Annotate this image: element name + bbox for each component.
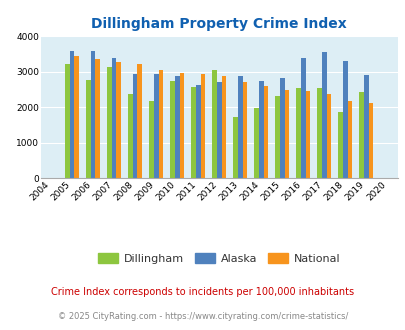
Bar <box>368 103 372 178</box>
Bar <box>191 87 196 178</box>
Bar <box>196 85 200 178</box>
Bar <box>179 73 184 178</box>
Text: Crime Index corresponds to incidents per 100,000 inhabitants: Crime Index corresponds to incidents per… <box>51 287 354 297</box>
Bar <box>233 117 237 178</box>
Title: Dillingham Property Crime Index: Dillingham Property Crime Index <box>91 17 346 31</box>
Bar <box>358 92 363 178</box>
Bar <box>74 56 79 178</box>
Bar <box>91 51 95 178</box>
Bar <box>305 91 309 178</box>
Bar <box>95 59 100 178</box>
Bar <box>137 64 142 178</box>
Bar <box>111 58 116 178</box>
Bar <box>326 94 330 178</box>
Bar <box>263 86 268 178</box>
Bar <box>170 81 175 178</box>
Bar <box>242 82 247 178</box>
Bar <box>254 108 258 178</box>
Bar <box>258 82 263 178</box>
Bar <box>216 82 221 178</box>
Bar <box>317 88 321 178</box>
Bar <box>221 76 226 178</box>
Bar <box>300 58 305 178</box>
Text: © 2025 CityRating.com - https://www.cityrating.com/crime-statistics/: © 2025 CityRating.com - https://www.city… <box>58 312 347 321</box>
Bar <box>116 62 121 178</box>
Bar <box>175 76 179 178</box>
Bar <box>279 78 284 178</box>
Bar <box>153 74 158 178</box>
Bar <box>158 70 163 178</box>
Bar <box>363 75 368 178</box>
Bar <box>128 94 132 178</box>
Bar <box>212 70 216 178</box>
Bar <box>338 112 342 178</box>
Bar <box>296 88 300 178</box>
Bar <box>321 52 326 178</box>
Bar <box>70 51 74 178</box>
Legend: Dillingham, Alaska, National: Dillingham, Alaska, National <box>94 249 344 269</box>
Bar <box>237 76 242 178</box>
Bar <box>284 89 288 178</box>
Bar <box>200 74 205 178</box>
Bar <box>149 101 153 178</box>
Bar <box>275 96 279 178</box>
Bar <box>342 61 347 178</box>
Bar <box>107 67 111 178</box>
Bar <box>65 64 70 178</box>
Bar <box>86 80 91 178</box>
Bar <box>347 101 352 178</box>
Bar <box>132 74 137 178</box>
